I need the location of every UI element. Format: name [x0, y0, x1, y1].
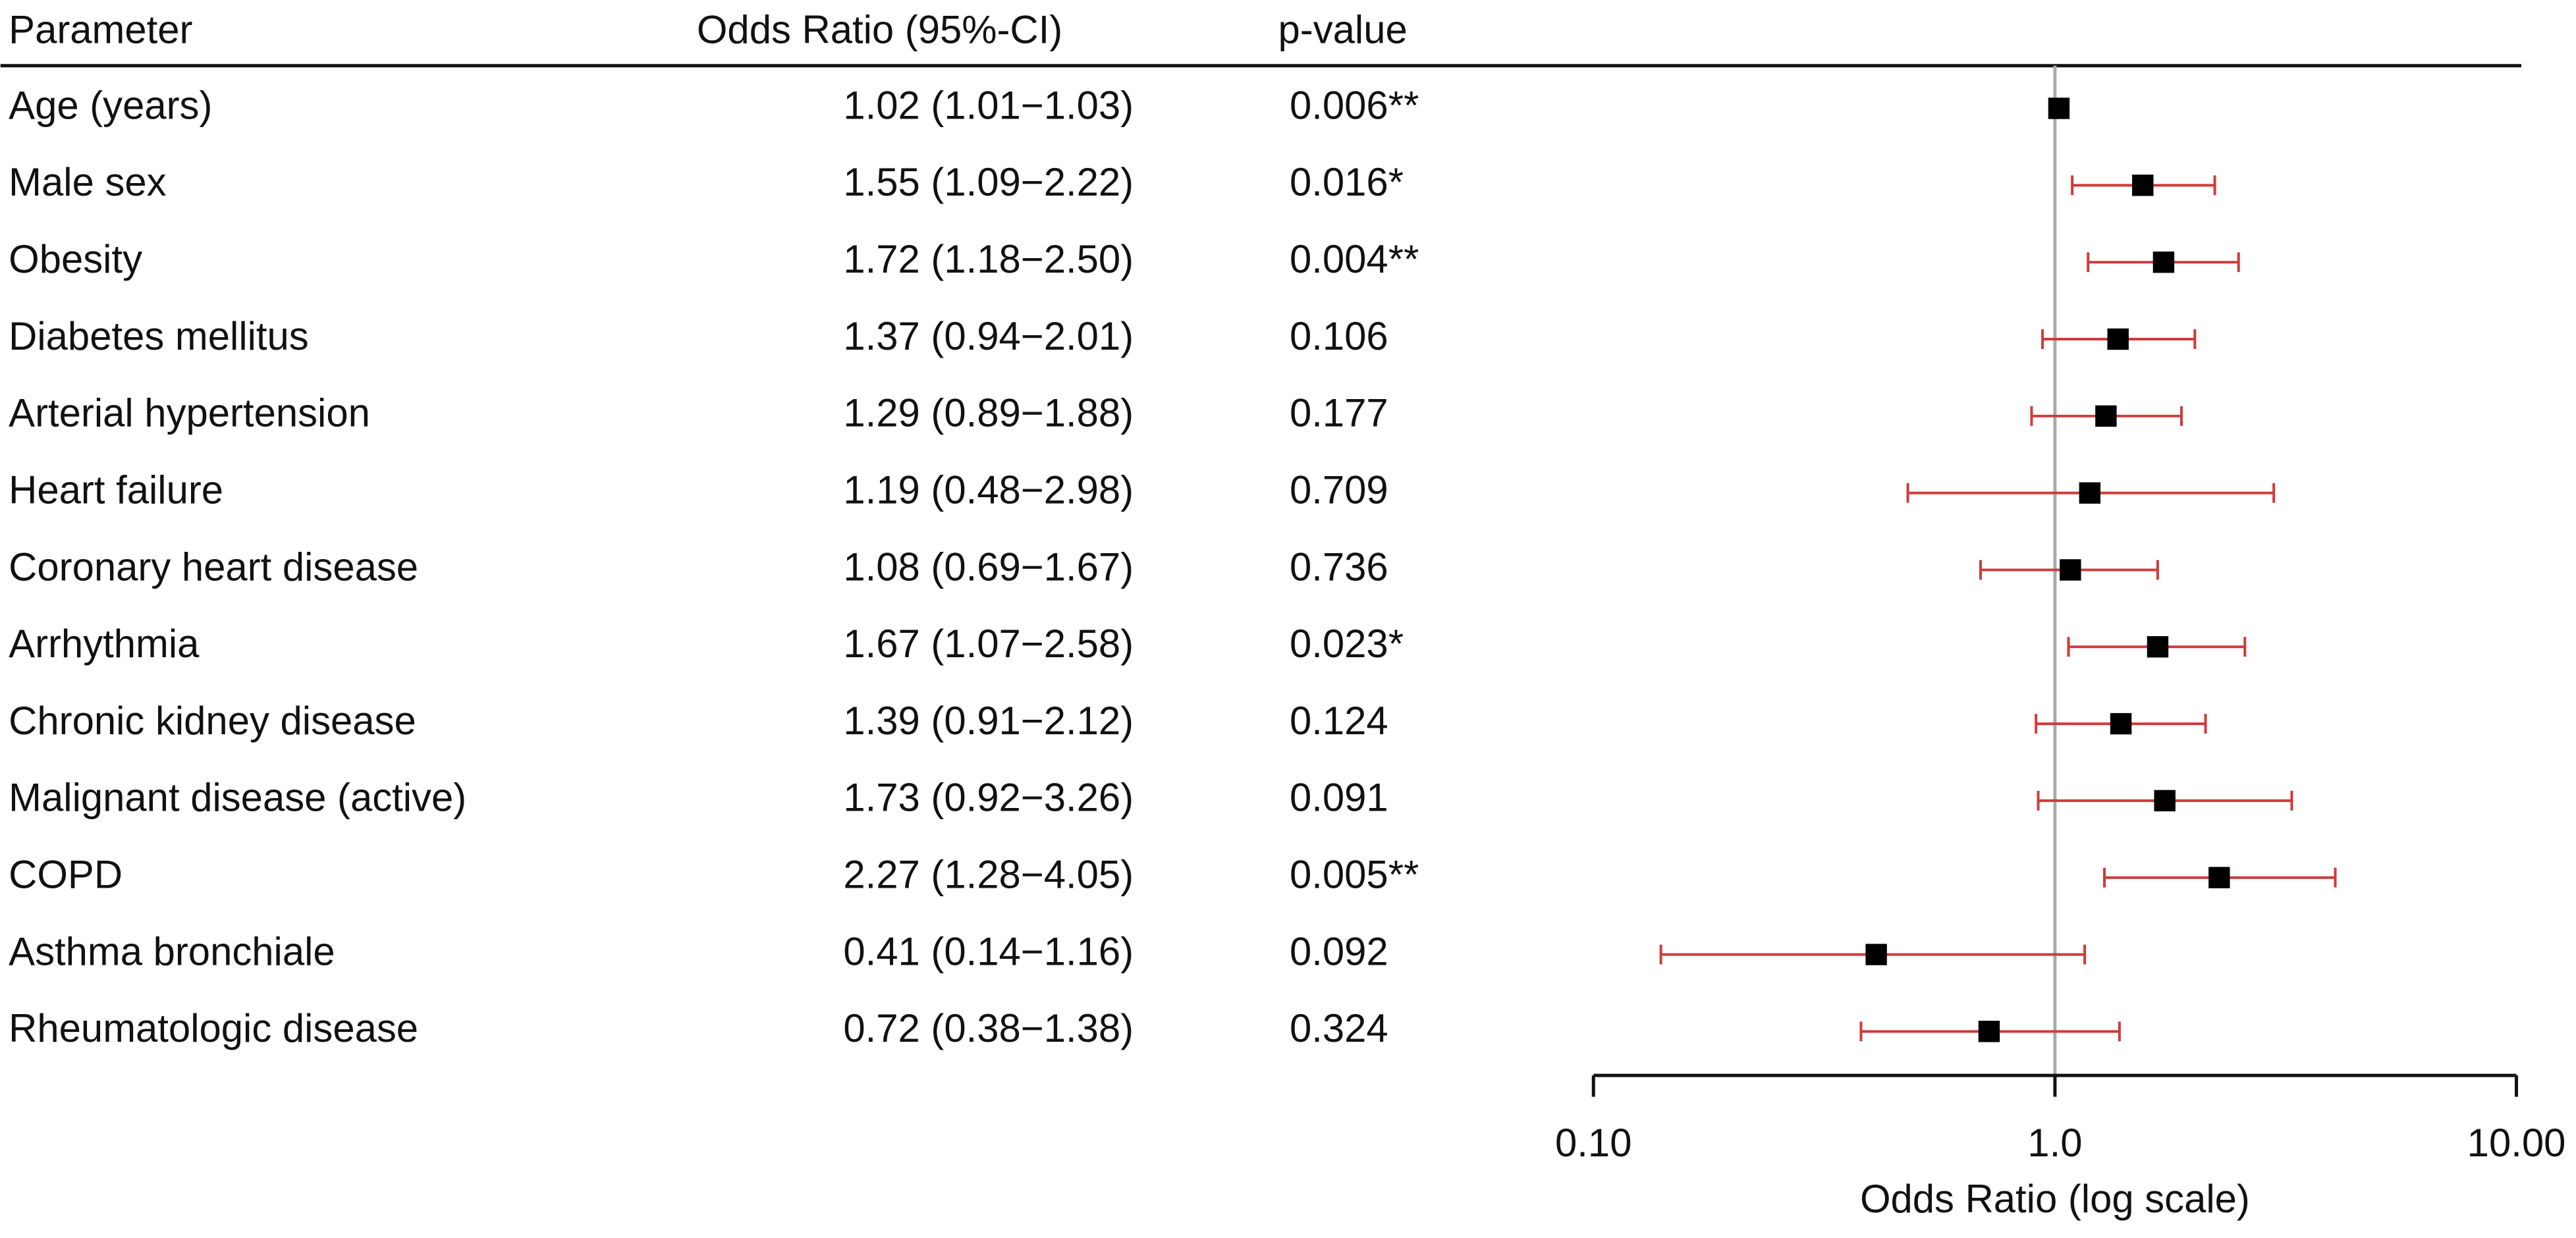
x-tick-label: 10.00 [2467, 1121, 2566, 1165]
parameter-label: COPD [9, 853, 123, 897]
odds-ratio-label: 1.29 (0.89−1.88) [843, 391, 1134, 435]
p-value-label: 0.106 [1290, 314, 1388, 358]
odds-ratio-marker [2147, 636, 2169, 658]
odds-ratio-label: 2.27 (1.28−4.05) [843, 853, 1134, 897]
parameter-label: Arrhythmia [9, 622, 200, 666]
odds-ratio-marker [2079, 482, 2101, 504]
p-value-label: 0.006** [1290, 83, 1419, 127]
parameter-label: Rheumatologic disease [9, 1006, 418, 1050]
parameter-label: Male sex [9, 160, 166, 204]
odds-ratio-label: 0.72 (0.38−1.38) [843, 1006, 1134, 1050]
odds-ratio-marker [2132, 175, 2154, 196]
p-value-label: 0.324 [1290, 1006, 1388, 1050]
p-value-label: 0.092 [1290, 929, 1388, 973]
odds-ratio-label: 1.67 (1.07−2.58) [843, 622, 1134, 666]
odds-ratio-marker [1865, 944, 1887, 965]
p-value-label: 0.124 [1290, 699, 1388, 743]
odds-ratio-marker [2154, 790, 2176, 812]
odds-ratio-marker [2110, 713, 2132, 735]
header-parameter: Parameter [9, 8, 192, 52]
p-value-label: 0.736 [1290, 545, 1388, 589]
odds-ratio-label: 1.37 (0.94−2.01) [843, 314, 1134, 358]
p-value-label: 0.023* [1290, 622, 1404, 666]
odds-ratio-label: 1.02 (1.01−1.03) [843, 83, 1134, 127]
odds-ratio-marker [2107, 328, 2129, 350]
header-odds-ratio: Odds Ratio (95%-CI) [697, 8, 1062, 52]
parameter-label: Heart failure [9, 468, 223, 512]
p-value-label: 0.004** [1290, 237, 1419, 281]
p-value-label: 0.016* [1290, 160, 1404, 204]
odds-ratio-marker [1978, 1021, 2000, 1042]
p-value-label: 0.709 [1290, 468, 1388, 512]
parameter-label: Asthma bronchiale [9, 929, 335, 973]
header-p-value: p-value [1278, 8, 1408, 52]
parameter-label: Chronic kidney disease [9, 699, 416, 743]
odds-ratio-label: 1.19 (0.48−2.98) [843, 468, 1134, 512]
odds-ratio-label: 0.41 (0.14−1.16) [843, 929, 1134, 973]
x-tick-label: 1.0 [2027, 1121, 2082, 1165]
odds-ratio-marker [2152, 251, 2175, 273]
odds-ratio-marker [2060, 559, 2081, 581]
odds-ratio-marker [2048, 97, 2070, 119]
odds-ratio-marker [2095, 405, 2117, 427]
parameter-label: Coronary heart disease [9, 545, 418, 589]
odds-ratio-label: 1.55 (1.09−2.22) [843, 160, 1134, 204]
parameter-label: Obesity [9, 237, 142, 281]
odds-ratio-marker [2208, 867, 2230, 888]
parameter-label: Age (years) [9, 83, 212, 127]
p-value-label: 0.177 [1290, 391, 1388, 435]
parameter-label: Arterial hypertension [9, 391, 370, 435]
x-tick-label: 0.10 [1555, 1121, 1631, 1165]
odds-ratio-label: 1.72 (1.18−2.50) [843, 237, 1134, 281]
parameter-label: Malignant disease (active) [9, 776, 466, 820]
x-axis-label: Odds Ratio (log scale) [1860, 1177, 2250, 1221]
p-value-label: 0.091 [1290, 776, 1388, 820]
parameter-label: Diabetes mellitus [9, 314, 309, 358]
p-value-label: 0.005** [1290, 853, 1419, 897]
odds-ratio-label: 1.08 (0.69−1.67) [843, 545, 1134, 589]
odds-ratio-label: 1.39 (0.91−2.12) [843, 699, 1134, 743]
odds-ratio-label: 1.73 (0.92−3.26) [843, 776, 1134, 820]
